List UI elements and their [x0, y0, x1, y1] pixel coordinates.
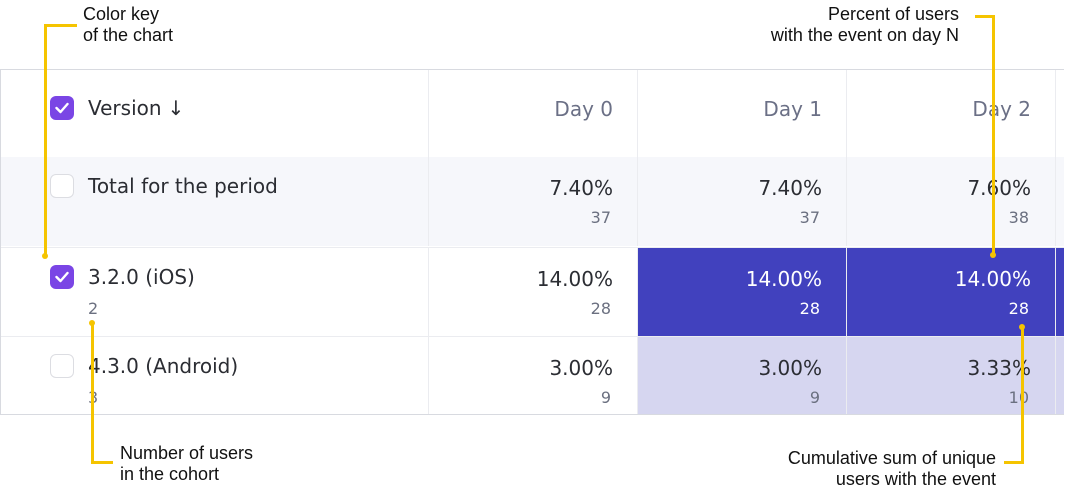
leader-line-cumulative-tick	[1004, 461, 1024, 464]
leader-dot-cohort	[89, 320, 95, 326]
data-cell: 3.00% 9	[429, 337, 638, 414]
row-checkbox[interactable]	[50, 265, 74, 289]
data-cell: 14.00% 28	[429, 248, 638, 336]
header-version-cell[interactable]: Version ↓	[1, 70, 429, 157]
table-row-total: Total for the period 7.40% 37 7.40% 37 7…	[1, 157, 1064, 246]
data-cell: 7.40% 37	[638, 157, 847, 246]
row-checkbox[interactable]	[50, 354, 74, 378]
header-overflow	[1056, 70, 1064, 157]
table-row-android: 4.3.0 (Android) 3 3.00% 9 3.00% 9 3.33% …	[1, 336, 1064, 414]
check-icon	[55, 102, 69, 114]
row-checkbox[interactable]	[50, 174, 74, 198]
check-icon	[55, 271, 69, 283]
row-label: Total for the period	[88, 174, 278, 198]
data-cell-shaded: 3.00% 9	[638, 337, 847, 414]
table-header: Version ↓ Day 0 Day 1 Day 2	[1, 70, 1064, 157]
data-cell-highlighted: 14.00% 28	[847, 248, 1056, 336]
sort-arrow-down-icon: ↓	[167, 96, 185, 120]
header-day-0: Day 0	[429, 70, 638, 157]
row-label-cell: Total for the period	[1, 157, 429, 246]
annotation-cohort: Number of users in the cohort	[120, 443, 254, 484]
data-cell-overflow	[1056, 337, 1064, 414]
data-cell-overflow	[1056, 248, 1064, 336]
leader-line-percent-tick	[975, 15, 995, 18]
leader-dot-color-key	[42, 253, 48, 259]
leader-dot-percent	[990, 252, 996, 258]
data-cell: 7.40% 37	[429, 157, 638, 246]
annotation-percent: Percent of users with the event on day N	[770, 4, 959, 45]
header-day-1: Day 1	[638, 70, 847, 157]
version-sort-header[interactable]: Version ↓	[88, 96, 185, 120]
cohort-table: Version ↓ Day 0 Day 1 Day 2 Total for the…	[0, 69, 1064, 415]
leader-line-cumulative	[1021, 326, 1024, 464]
row-label: 3.2.0 (iOS)	[88, 265, 195, 289]
leader-dot-cumulative	[1019, 324, 1025, 330]
row-label: 4.3.0 (Android)	[88, 354, 239, 378]
header-day-2: Day 2	[847, 70, 1056, 157]
annotation-color-key: Color key of the chart	[83, 4, 174, 45]
data-cell-shaded: 3.33% 10	[847, 337, 1056, 414]
row-label-cell: 3.2.0 (iOS) 2	[1, 248, 429, 336]
leader-line-cohort-tick	[91, 461, 113, 464]
row-label-cell: 4.3.0 (Android) 3	[1, 337, 429, 414]
leader-line-color-key-tick	[44, 24, 77, 27]
table-row-ios: 3.2.0 (iOS) 2 14.00% 28 14.00% 28 14.00%…	[1, 247, 1064, 336]
leader-line-color-key	[44, 24, 47, 256]
data-cell-highlighted: 14.00% 28	[638, 248, 847, 336]
cohort-size: 2	[88, 299, 99, 318]
leader-line-cohort	[91, 322, 94, 464]
data-cell: 7.60% 38	[847, 157, 1056, 246]
header-checkbox[interactable]	[50, 96, 74, 120]
annotation-cumulative: Cumulative sum of unique users with the …	[787, 448, 996, 489]
leader-line-percent	[992, 15, 995, 255]
